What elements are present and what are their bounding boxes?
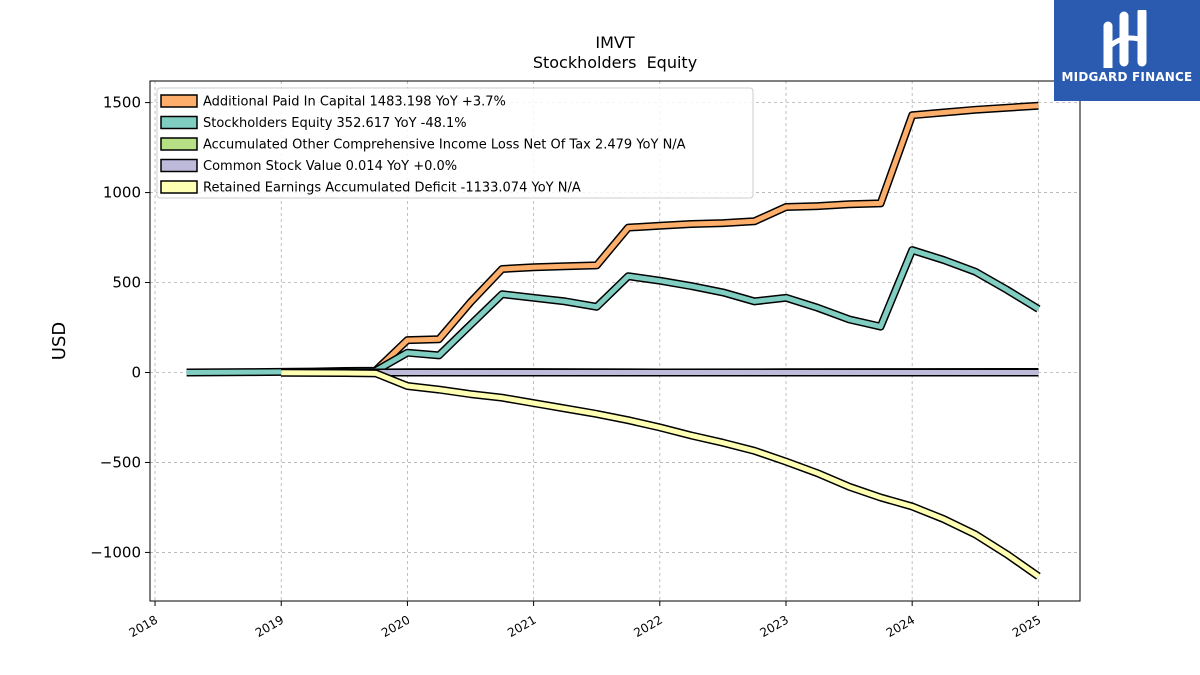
x-axis: 2018 2019 2020 2021 2022 2023 2024 2025 [127, 601, 1043, 640]
chart-title: IMVT [595, 33, 634, 52]
x-tick-label: 2020 [379, 613, 412, 640]
x-tick-label: 2024 [884, 613, 917, 640]
series-line-4 [281, 368, 1041, 580]
legend-label: Retained Earnings Accumulated Deficit -1… [203, 181, 581, 196]
y-tick-label: −1000 [90, 543, 141, 561]
y-axis: −1000 −500 0 500 1000 1500 [90, 94, 150, 561]
y-tick-label: 1000 [103, 184, 141, 202]
legend-swatch [160, 94, 198, 108]
series-outline [186, 246, 1041, 377]
series-stroke [374, 103, 1039, 373]
series-line-1 [186, 246, 1041, 377]
series-stroke [281, 370, 1040, 579]
legend-box [156, 87, 754, 199]
legend-swatch [160, 180, 198, 194]
chart-subtitle: Stockholders Equity [533, 53, 697, 72]
x-tick-label: 2025 [1010, 613, 1043, 640]
x-tick-label: 2022 [631, 613, 664, 640]
legend-swatch [160, 158, 198, 173]
x-tick-label: 2018 [127, 613, 160, 640]
series-group [186, 101, 1041, 580]
x-tick-label: 2019 [253, 613, 286, 640]
midgard-logo-icon [1103, 10, 1147, 68]
y-tick-label: −500 [100, 453, 141, 471]
y-tick-label: 1500 [103, 94, 141, 112]
legend-label: Common Stock Value 0.014 YoY +0.0% [203, 159, 457, 174]
y-tick-label: 0 [131, 363, 141, 381]
x-tick-label: 2021 [505, 613, 538, 640]
y-tick-label: 500 [112, 274, 141, 292]
legend-label: Additional Paid In Capital 1483.198 YoY … [203, 95, 506, 110]
legend-swatch [160, 115, 198, 130]
plot-frame [149, 80, 1081, 602]
legend-label: Stockholders Equity 352.617 YoY -48.1% [203, 116, 467, 131]
logo-text: MIDGARD FINANCE [1061, 70, 1193, 84]
series-line-0 [373, 101, 1039, 374]
legend: Additional Paid In Capital 1483.198 YoY … [156, 87, 754, 199]
legend-label: Accumulated Other Comprehensive Income L… [203, 138, 686, 153]
midgard-finance-logo: MIDGARD FINANCE [1054, 0, 1200, 101]
series-stroke [186, 247, 1040, 375]
legend-swatch [160, 137, 198, 151]
y-axis-label: USD [49, 322, 70, 360]
x-tick-label: 2023 [758, 613, 791, 640]
